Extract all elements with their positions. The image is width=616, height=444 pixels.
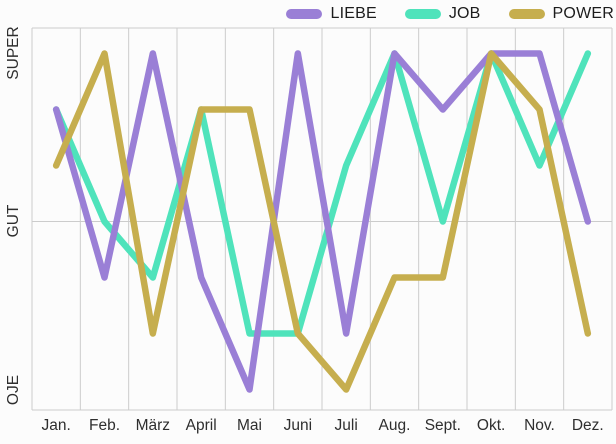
liebe-color-swatch [286,9,323,19]
x-axis-label: Okt. [476,417,506,434]
x-axis-label: Aug. [378,417,411,434]
x-axis-label: Dez. [571,417,604,434]
x-axis-label: Nov. [524,417,555,434]
x-axis-label: April [185,417,217,434]
y-axis-label-oje: OJE [5,374,22,405]
x-axis-label: Juni [283,417,313,434]
legend-label-job: JOB [448,5,481,22]
x-axis-label: Sept. [424,417,461,434]
x-axis-label: Jan. [41,417,71,434]
power-color-swatch [508,9,545,19]
series-line-power [52,50,592,393]
legend-label-liebe: LIEBE [330,5,377,22]
job-color-swatch [404,9,441,19]
legend-item-power[interactable]: POWER [508,5,614,23]
legend-item-liebe[interactable]: LIEBE [286,5,377,23]
x-axis-label: März [135,417,171,434]
x-axis-label: Feb. [88,417,120,434]
legend-label-power: POWER [552,5,614,22]
x-axis-label: Mai [236,417,262,434]
legend-item-job[interactable]: JOB [404,5,481,23]
chart-legend: LIEBE JOB POWER [0,2,614,26]
y-axis-label-gut: GUT [5,205,22,238]
x-axis-label: Juli [334,417,358,434]
y-axis-label-super: SUPER [5,26,22,81]
series-line-liebe [52,50,592,393]
x-axis: Jan. Feb. März April Mai Juni Juli Aug. Sept. Okt… [32,417,612,435]
